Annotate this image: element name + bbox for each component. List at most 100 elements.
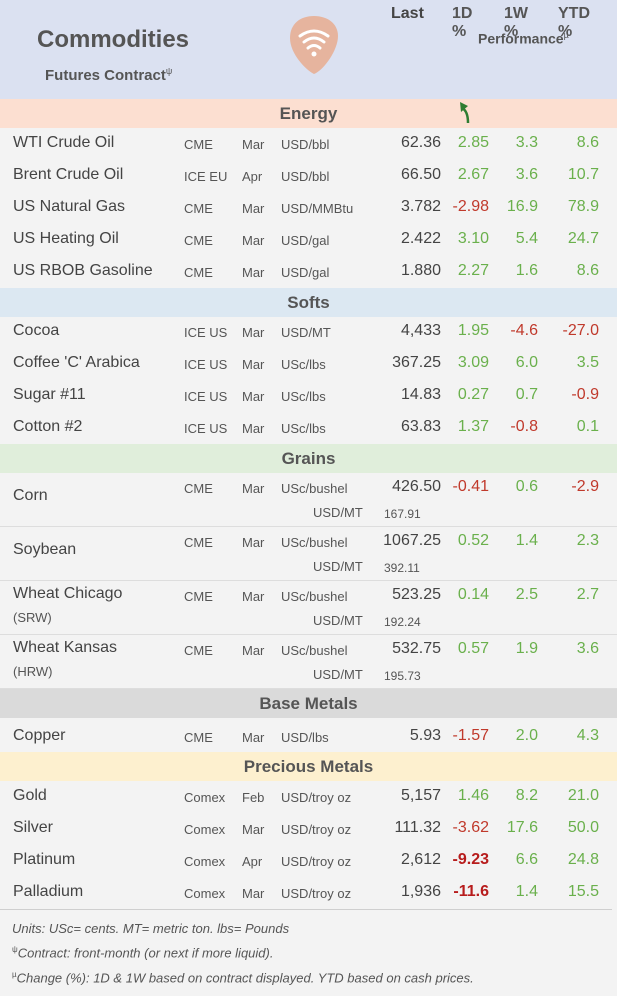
- last-price-alt: 392.11: [384, 561, 420, 575]
- exchange: CME: [184, 730, 213, 745]
- exchange: Comex: [184, 790, 226, 805]
- exchange: ICE US: [184, 357, 228, 372]
- commodity-name: Cocoa: [13, 322, 60, 339]
- unit: USD/troy oz: [281, 822, 352, 837]
- contract-month: Mar: [242, 389, 265, 404]
- change-1w: 1.9: [515, 640, 538, 657]
- footnote-contract-text: Contract: front-month (or next if more l…: [17, 945, 274, 961]
- commodity-name: Palladium: [13, 883, 84, 900]
- last-price: 523.25: [392, 586, 441, 603]
- change-1d: 0.27: [457, 386, 489, 403]
- change-1d: -1.57: [452, 727, 489, 744]
- commodity-name: Corn: [13, 487, 48, 504]
- footnote-change: µChange (%): 1D & 1W based on contract d…: [12, 970, 474, 985]
- unit: USD/troy oz: [281, 886, 352, 901]
- last-price: 367.25: [392, 354, 441, 371]
- page-title: Commodities: [37, 26, 190, 53]
- change-1d: 0.14: [457, 586, 489, 603]
- exchange: Comex: [184, 822, 226, 837]
- contract-month: Mar: [242, 265, 265, 280]
- unit: USD/troy oz: [281, 854, 352, 869]
- up-arrow-icon: [460, 102, 470, 124]
- last-price: 2.422: [400, 230, 441, 247]
- section-precious-metals: Precious Metals: [0, 752, 617, 781]
- change-ytd: 2.7: [576, 586, 599, 603]
- change-ytd: -0.9: [571, 386, 599, 403]
- unit: USD/bbl: [281, 169, 330, 184]
- unit-alt: USD/MT: [313, 613, 363, 628]
- exchange: Comex: [184, 886, 226, 901]
- commodity-subname: (SRW): [13, 610, 52, 625]
- exchange: CME: [184, 201, 213, 216]
- exchange: CME: [184, 265, 213, 280]
- table-row: Platinum Comex Apr USD/troy oz 2,612 -9.23 6.6…: [0, 846, 617, 878]
- commodity-name: Wheat Chicago: [13, 585, 123, 602]
- commodity-subname: (HRW): [13, 664, 53, 679]
- exchange: Comex: [184, 854, 226, 869]
- last-price: 63.83: [400, 418, 441, 435]
- contract-month: Mar: [242, 589, 265, 604]
- contract-month: Mar: [242, 137, 265, 152]
- exchange: ICE US: [184, 389, 228, 404]
- table-row: Cocoa ICE US Mar USD/MT 4,433 1.95 -4.6 -27.0: [0, 317, 617, 349]
- change-ytd: 21.0: [567, 787, 599, 804]
- unit: USD/MT: [281, 325, 331, 340]
- contract-month: Mar: [242, 481, 265, 496]
- table-row: Sugar #11 ICE US Mar USc/lbs 14.83 0.27 0.7 -0.…: [0, 381, 617, 413]
- last-price-alt: 195.73: [384, 669, 421, 683]
- change-1d: -0.41: [452, 478, 489, 495]
- change-1w: 0.6: [515, 478, 538, 495]
- unit-alt: USD/MT: [313, 559, 363, 574]
- last-price-alt: 167.91: [384, 507, 421, 521]
- section-energy: Energy: [0, 99, 617, 128]
- col-ytd-header: YTD %: [558, 5, 590, 40]
- last-price: 1.880: [400, 262, 441, 279]
- commodity-name: Soybean: [13, 541, 77, 558]
- change-ytd: 0.1: [576, 418, 599, 435]
- change-1w: -0.8: [510, 418, 538, 435]
- table-row: US Natural Gas CME Mar USD/MMBtu 3.782 -2.98 1…: [0, 193, 617, 225]
- section-softs: Softs: [0, 288, 617, 317]
- exchange: CME: [184, 643, 213, 658]
- contract-month: Mar: [242, 201, 265, 216]
- unit: USc/bushel: [281, 643, 348, 658]
- change-1w: 1.6: [515, 262, 538, 279]
- contract-month: Apr: [242, 854, 263, 869]
- contract-month: Mar: [242, 421, 265, 436]
- change-1w: 5.4: [515, 230, 538, 247]
- table-header: Commodities Futures Contractψ Performanc…: [0, 0, 617, 99]
- last-price: 5.93: [409, 727, 441, 744]
- change-ytd: 10.7: [567, 166, 599, 183]
- exchange: ICE EU: [184, 169, 228, 184]
- subtitle: Futures Contractψ: [45, 66, 172, 84]
- exchange: ICE US: [184, 325, 228, 340]
- unit: USD/troy oz: [281, 790, 352, 805]
- change-1w: 17.6: [506, 819, 538, 836]
- table-row: Corn CME Mar USc/bushel 426.50 USD/MT 167.91 -0…: [0, 473, 617, 527]
- footnote-contract: ψContract: front-month (or next if more …: [12, 945, 273, 960]
- change-1w: 3.6: [515, 166, 538, 183]
- change-1d: 2.27: [457, 262, 489, 279]
- change-ytd: 24.7: [567, 230, 599, 247]
- col-1d-header: 1D %: [452, 5, 473, 40]
- last-price: 1,936: [400, 883, 441, 900]
- change-1w: 1.4: [515, 532, 538, 549]
- last-price: 426.50: [392, 478, 441, 495]
- table-row: Palladium Comex Mar USD/troy oz 1,936 -11.6 1.…: [0, 878, 617, 910]
- change-1d: 0.57: [457, 640, 489, 657]
- change-1d: 2.85: [457, 134, 489, 151]
- change-1d: 1.37: [457, 418, 489, 435]
- contract-month: Mar: [242, 822, 265, 837]
- contract-month: Mar: [242, 730, 265, 745]
- table-row: Wheat Kansas (HRW) CME Mar USc/bushel 532.75 U…: [0, 635, 617, 689]
- unit-alt: USD/MT: [313, 505, 363, 520]
- footnote-change-sup: µ: [12, 970, 17, 979]
- last-price: 1067.25: [383, 532, 441, 549]
- section-grains: Grains: [0, 444, 617, 473]
- last-price: 2,612: [400, 851, 441, 868]
- subtitle-text: Futures Contract: [45, 67, 166, 84]
- contract-month: Mar: [242, 233, 265, 248]
- table-row: US Heating Oil CME Mar USD/gal 2.422 3.10 5.4 2…: [0, 225, 617, 257]
- change-ytd: -2.9: [571, 478, 599, 495]
- commodity-name: US Natural Gas: [13, 198, 126, 215]
